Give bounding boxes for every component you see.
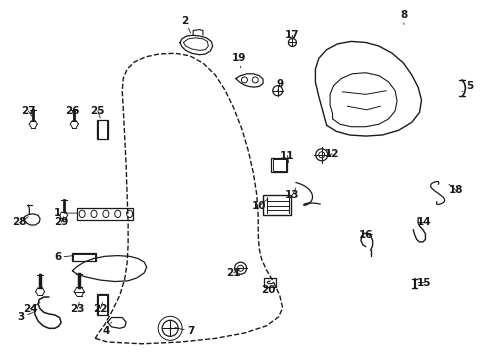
Text: 8: 8 [400, 10, 407, 24]
Text: 25: 25 [90, 106, 105, 118]
Text: 6: 6 [54, 252, 73, 262]
Text: 4: 4 [102, 322, 111, 336]
Text: 11: 11 [280, 150, 294, 163]
Text: 5: 5 [461, 81, 472, 92]
Text: 2: 2 [181, 15, 190, 33]
Text: 20: 20 [260, 282, 275, 295]
Text: 28: 28 [12, 217, 28, 228]
Text: 12: 12 [325, 149, 339, 159]
Bar [73, 254, 95, 261]
Text: 22: 22 [93, 302, 107, 314]
Text: 13: 13 [285, 188, 299, 200]
Text: 27: 27 [21, 106, 36, 118]
Bar [272, 159, 285, 171]
Text: 17: 17 [285, 30, 299, 42]
Text: 9: 9 [276, 78, 283, 91]
Bar [264, 278, 276, 287]
Text: 10: 10 [251, 199, 267, 211]
Text: 18: 18 [447, 184, 462, 195]
Text: 15: 15 [416, 278, 431, 288]
Bar [271, 158, 286, 172]
Text: 16: 16 [358, 230, 372, 240]
Bar [97, 120, 107, 139]
Bar [98, 295, 106, 315]
Text: 29: 29 [54, 217, 68, 228]
Bar [72, 253, 96, 261]
Bar [97, 294, 107, 315]
Text: 3: 3 [18, 312, 33, 322]
Text: 14: 14 [416, 217, 431, 228]
Text: 1: 1 [54, 208, 77, 218]
Text: 19: 19 [231, 53, 245, 68]
Text: 7: 7 [175, 326, 194, 336]
Text: 23: 23 [70, 302, 84, 314]
Text: 21: 21 [226, 268, 241, 278]
Bar [98, 120, 106, 139]
Text: 24: 24 [23, 302, 40, 314]
Bar [77, 208, 133, 220]
Bar [263, 195, 291, 215]
Text: 26: 26 [65, 106, 80, 118]
